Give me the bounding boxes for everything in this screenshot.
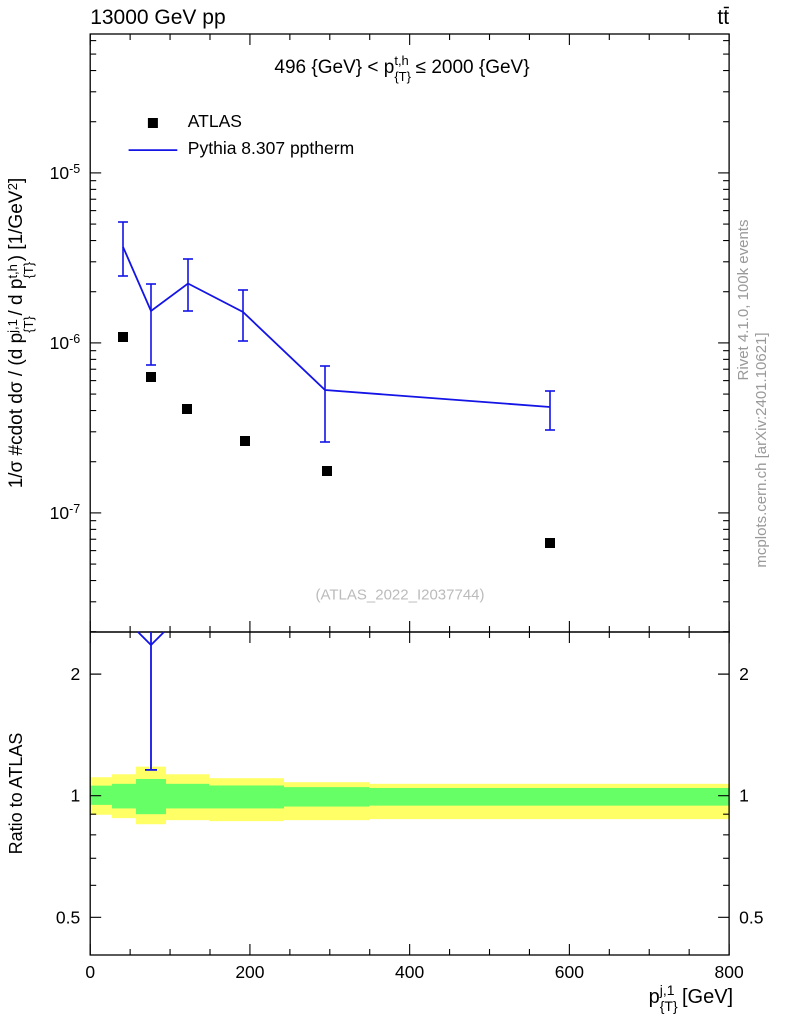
svg-text:496 {GeV} < p: 496 {GeV} < p (274, 57, 394, 78)
svg-text:1: 1 (739, 786, 749, 806)
svg-text:400: 400 (395, 962, 424, 982)
svg-text:p: p (649, 986, 660, 1008)
svg-text:13000 GeV pp: 13000 GeV pp (90, 6, 225, 29)
svg-text:10-5: 10-5 (50, 162, 81, 183)
svg-text:2: 2 (70, 664, 80, 684)
svg-text:Rivet 4.1.0, 100k events: Rivet 4.1.0, 100k events (735, 220, 752, 381)
svg-text:1: 1 (70, 786, 80, 806)
svg-text:{T}: {T} (21, 261, 36, 278)
svg-text:0.5: 0.5 (56, 907, 80, 927)
svg-text:800: 800 (714, 962, 743, 982)
svg-text:10-7: 10-7 (50, 502, 81, 523)
svg-text:j,1: j,1 (659, 982, 675, 998)
svg-text:t,h: t,h (394, 53, 408, 68)
svg-text:(ATLAS_2022_I2037744): (ATLAS_2022_I2037744) (315, 587, 484, 604)
svg-text:{T}: {T} (660, 998, 678, 1014)
svg-text:0: 0 (85, 962, 95, 982)
svg-text:j,1: j,1 (5, 319, 20, 334)
svg-text:mcplots.cern.ch [arXiv:2401.10: mcplots.cern.ch [arXiv:2401.10621] (753, 332, 770, 567)
svg-text:Ratio to ATLAS: Ratio to ATLAS (6, 733, 26, 855)
svg-text:1/σ #cdot dσ / (d p: 1/σ #cdot dσ / (d p (6, 333, 27, 488)
svg-text:10-6: 10-6 (50, 332, 81, 353)
svg-text:≤ 2000 {GeV}: ≤ 2000 {GeV} (416, 57, 530, 78)
svg-text:tt: tt (717, 6, 729, 29)
svg-text:2: 2 (5, 183, 20, 190)
svg-text:) [1/GeV: ) [1/GeV (6, 190, 27, 261)
svg-text:[GeV]: [GeV] (682, 986, 733, 1008)
svg-text:0.5: 0.5 (739, 907, 763, 927)
svg-text:2: 2 (739, 664, 749, 684)
svg-text:{T}: {T} (21, 316, 36, 333)
svg-text:{T}: {T} (394, 69, 411, 84)
svg-text:/ d p: / d p (6, 279, 27, 316)
svg-text:200: 200 (235, 962, 264, 982)
svg-text:Pythia 8.307 pptherm: Pythia 8.307 pptherm (188, 138, 354, 158)
svg-text:ATLAS: ATLAS (188, 111, 242, 131)
svg-text:t,h: t,h (5, 264, 20, 278)
svg-text:600: 600 (555, 962, 584, 982)
svg-text:]: ] (6, 178, 27, 183)
